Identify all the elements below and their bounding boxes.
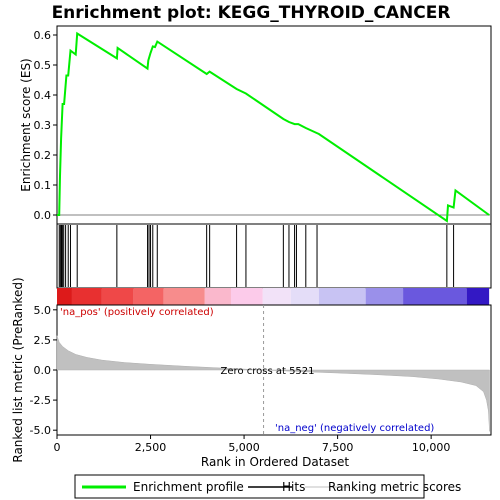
es-y-tick-label: 0.0 [34,209,52,222]
legend-label: Hits [282,480,305,494]
positive-correlation-label: 'na_pos' (positively correlated) [60,307,214,318]
heatmap-band [262,288,291,305]
heatmap-band [466,288,490,305]
x-axis-ticks: 0 2,500 5,000 7,500 10,000 [54,435,451,454]
x-tick-label: 5,000 [228,441,260,454]
es-y-tick-label: 0.5 [34,59,52,72]
enrichment-profile-line [57,31,490,223]
x-tick-label: 10,000 [412,441,451,454]
ranking-y-tick-label: 2.5 [34,334,52,347]
legend-label: Ranking metric scores [328,480,461,494]
es-panel-frame [56,25,492,225]
negative-correlation-label: 'na_neg' (negatively correlated) [275,423,434,434]
heatmap-band [403,288,467,305]
heatmap-band [101,288,134,305]
heatmap-band [290,288,319,305]
heatmap-band [163,288,205,305]
x-tick-label: 2,500 [135,441,167,454]
ranking-y-tick-label: -2.5 [30,394,51,407]
ranking-y-tick-label: 0.0 [34,364,52,377]
es-y-tick-label: 0.6 [34,29,52,42]
hits-panel-frame [56,223,492,289]
heatmap-band [230,288,263,305]
x-axis-label: Rank in Ordered Dataset [201,455,349,469]
legend: Enrichment profile Hits Ranking metric sco… [82,480,461,494]
heatmap-band [133,288,164,305]
zero-cross-label: Zero cross at 5521 [221,366,315,377]
es-y-tick-label: 0.3 [34,119,52,132]
x-tick-label: 7,500 [322,441,354,454]
es-y-tick-label: 0.2 [34,149,52,162]
ranking-y-ticks: 5.0 2.5 0.0 -2.5 -5.0 [30,304,57,437]
ranking-y-tick-label: -5.0 [30,424,51,437]
ranking-y-axis-label: Ranked list metric (PreRanked) [11,277,25,462]
ranking-metric-area [56,335,490,432]
heatmap-band [71,288,102,305]
x-tick-label: 0 [54,441,61,454]
hits-group [58,225,455,287]
es-y-axis-label: Enrichment score (ES) [19,58,33,191]
legend-label: Enrichment profile [133,480,244,494]
es-y-tick-label: 0.4 [34,89,52,102]
heatmap-band [57,288,72,305]
ranking-heatmap-bar [57,288,490,305]
heatmap-band [318,288,366,305]
es-y-tick-label: 0.1 [34,179,52,192]
chart-title: Enrichment plot: KEGG_THYROID_CANCER [52,3,451,23]
es-y-ticks: 0.0 0.1 0.2 0.3 0.4 0.5 0.6 [34,29,57,222]
ranking-y-tick-label: 5.0 [34,304,52,317]
heatmap-band [365,288,404,305]
heatmap-band [204,288,231,305]
